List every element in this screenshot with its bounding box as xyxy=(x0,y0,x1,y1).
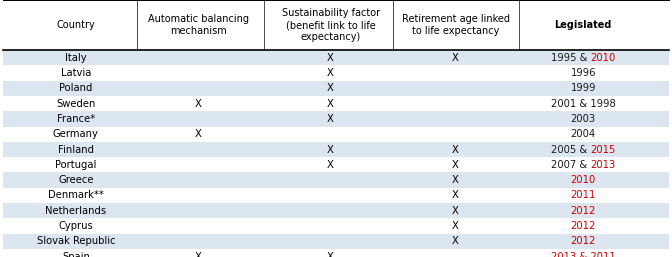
Bar xyxy=(3,157,669,172)
Bar xyxy=(3,111,669,127)
Text: France*: France* xyxy=(57,114,95,124)
Text: 2015: 2015 xyxy=(590,144,616,154)
Text: 2012: 2012 xyxy=(571,206,596,216)
Bar xyxy=(3,127,669,142)
Bar xyxy=(3,0,669,50)
Text: X: X xyxy=(327,99,334,109)
Bar xyxy=(3,65,669,81)
Text: Netherlands: Netherlands xyxy=(46,206,106,216)
Text: Automatic balancing
mechanism: Automatic balancing mechanism xyxy=(148,14,249,36)
Text: X: X xyxy=(452,236,459,246)
Text: X: X xyxy=(327,160,334,170)
Text: 2003: 2003 xyxy=(571,114,596,124)
Text: X: X xyxy=(327,114,334,124)
Text: X: X xyxy=(452,175,459,185)
Text: X: X xyxy=(327,68,334,78)
Text: 2004: 2004 xyxy=(571,129,596,139)
Bar xyxy=(3,172,669,188)
Text: Spain: Spain xyxy=(62,252,90,257)
Text: X: X xyxy=(452,53,459,63)
Text: Sustainability factor
(benefit link to life
expectancy): Sustainability factor (benefit link to l… xyxy=(282,8,380,42)
Text: 1999: 1999 xyxy=(571,83,596,93)
Text: 2012: 2012 xyxy=(571,236,596,246)
Text: Retirement age linked
to life expectancy: Retirement age linked to life expectancy xyxy=(402,14,509,36)
Bar xyxy=(3,203,669,218)
Text: X: X xyxy=(327,252,334,257)
Text: X: X xyxy=(195,99,202,109)
Text: Greece: Greece xyxy=(58,175,93,185)
Text: 2010: 2010 xyxy=(571,175,596,185)
Text: 1995 &: 1995 & xyxy=(551,53,591,63)
Text: X: X xyxy=(195,129,202,139)
Text: Country: Country xyxy=(56,20,95,30)
Text: 2013: 2013 xyxy=(591,160,616,170)
Bar xyxy=(3,96,669,111)
Text: Sweden: Sweden xyxy=(56,99,95,109)
Text: 2007 &: 2007 & xyxy=(551,160,591,170)
Text: Denmark**: Denmark** xyxy=(48,190,104,200)
Text: 2010: 2010 xyxy=(591,53,616,63)
Text: Finland: Finland xyxy=(58,144,94,154)
Text: X: X xyxy=(195,252,202,257)
Text: X: X xyxy=(452,206,459,216)
Text: X: X xyxy=(452,160,459,170)
Text: Slovak Republic: Slovak Republic xyxy=(36,236,116,246)
Text: Portugal: Portugal xyxy=(55,160,97,170)
Bar xyxy=(3,234,669,249)
Text: 2013 & 2011: 2013 & 2011 xyxy=(551,252,616,257)
Text: Germany: Germany xyxy=(53,129,99,139)
Text: Italy: Italy xyxy=(65,53,87,63)
Bar xyxy=(3,218,669,234)
Text: 2001 & 1998: 2001 & 1998 xyxy=(551,99,616,109)
Bar xyxy=(3,142,669,157)
Text: X: X xyxy=(327,83,334,93)
Text: Legislated: Legislated xyxy=(554,20,612,30)
Bar xyxy=(3,50,669,66)
Text: X: X xyxy=(327,53,334,63)
Text: Poland: Poland xyxy=(59,83,93,93)
Text: X: X xyxy=(452,221,459,231)
Text: 2012: 2012 xyxy=(571,221,596,231)
Text: Latvia: Latvia xyxy=(60,68,91,78)
Text: X: X xyxy=(452,144,459,154)
Bar xyxy=(3,81,669,96)
Text: X: X xyxy=(452,190,459,200)
Bar xyxy=(3,249,669,257)
Text: 1996: 1996 xyxy=(571,68,596,78)
Bar xyxy=(3,188,669,203)
Text: X: X xyxy=(327,144,334,154)
Text: 2011: 2011 xyxy=(571,190,596,200)
Text: Cyprus: Cyprus xyxy=(58,221,93,231)
Text: 2005 &: 2005 & xyxy=(551,144,590,154)
